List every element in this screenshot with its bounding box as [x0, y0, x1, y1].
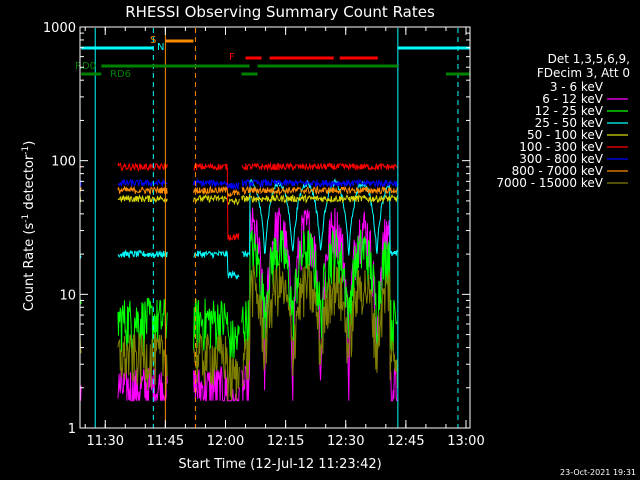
- x-tick-label-2: 12:00: [207, 434, 244, 449]
- legend-label-7: 800 - 7000 keV: [512, 164, 604, 178]
- y-axis-label: Count Rate (s-1 detector-1): [21, 141, 37, 312]
- series-line-3-3: [241, 178, 398, 258]
- x-tick-label-0: 11:30: [87, 434, 124, 449]
- x-axis-label: Start Time (12-Jul-12 11:23:42): [178, 457, 381, 472]
- flag-layer: SN F RD0 RD6: [75, 28, 470, 428]
- y-tick-label-1: 10: [59, 288, 76, 303]
- series-line-1-2: [193, 366, 240, 402]
- axes-layer: 11:30 11:45 12:00 12:15 12:30 12:45 13:00 1 10 10…: [43, 21, 485, 449]
- series-line-8-1: [117, 333, 168, 390]
- x-tick-label-1: 11:45: [147, 434, 184, 449]
- x-tick-label-5: 12:45: [387, 434, 424, 449]
- series-line-6-2: [193, 178, 240, 191]
- legend-label-6: 300 - 800 keV: [519, 152, 603, 166]
- legend-header-line-1: Det 1,3,5,6,9,: [548, 52, 630, 66]
- flag-label-0: S: [150, 35, 156, 46]
- series-line-8-2: [193, 333, 240, 401]
- legend-label-3: 25 - 50 keV: [535, 116, 604, 130]
- series-line-2-1: [117, 297, 168, 353]
- series-line-7-3: [241, 185, 398, 196]
- flag-label-1: N: [157, 42, 164, 53]
- series-line-2-2: [193, 297, 240, 368]
- legend-label-5: 100 - 300 keV: [519, 140, 603, 154]
- footer-date: 23-Oct-2021 19:31: [560, 468, 636, 477]
- y-tick-label-2: 100: [51, 155, 76, 170]
- y-tick-label-0: 1: [68, 422, 76, 437]
- flag-label-4: RD6: [110, 69, 131, 80]
- legend-header-line-2: FDecim 3, Att 0: [537, 66, 630, 80]
- series-line-4-2: [193, 194, 240, 206]
- series-line-5-2: [193, 162, 240, 242]
- x-tick-label-4: 12:30: [327, 434, 364, 449]
- legend-label-1: 6 - 12 keV: [542, 92, 604, 106]
- chart-title: RHESSI Observing Summary Count Rates: [125, 3, 435, 21]
- series-line-6-1: [117, 178, 168, 187]
- series-line-7-2: [193, 185, 240, 198]
- series-line-8-3: [241, 263, 398, 389]
- legend: Det 1,3,5,6,9, FDecim 3, Att 0 3 - 6 keV…: [496, 52, 630, 190]
- series-line-7-1: [117, 185, 168, 195]
- legend-label-2: 12 - 25 keV: [535, 104, 604, 118]
- legend-label-8: 7000 - 15000 keV: [496, 176, 603, 190]
- data-layer: [79, 161, 398, 402]
- plot-frame: [79, 26, 471, 429]
- series-line-3-1: [117, 249, 168, 259]
- x-tick-label-6: 13:00: [447, 434, 484, 449]
- legend-label-0: 3 - 6 keV: [550, 80, 604, 94]
- series-line-5-1: [117, 162, 168, 172]
- flag-label-2: F: [229, 52, 235, 63]
- series-line-4-3: [241, 193, 398, 204]
- y-tick-label-3: 1000: [43, 21, 76, 36]
- flag-label-3: RD0: [75, 61, 96, 72]
- series-line-3-2: [193, 249, 240, 281]
- x-tick-label-3: 12:15: [267, 434, 304, 449]
- series-line-4-1: [117, 194, 168, 203]
- series-line-5-3: [241, 161, 398, 172]
- legend-label-4: 50 - 100 keV: [527, 128, 604, 142]
- series-line-6-3: [241, 178, 398, 189]
